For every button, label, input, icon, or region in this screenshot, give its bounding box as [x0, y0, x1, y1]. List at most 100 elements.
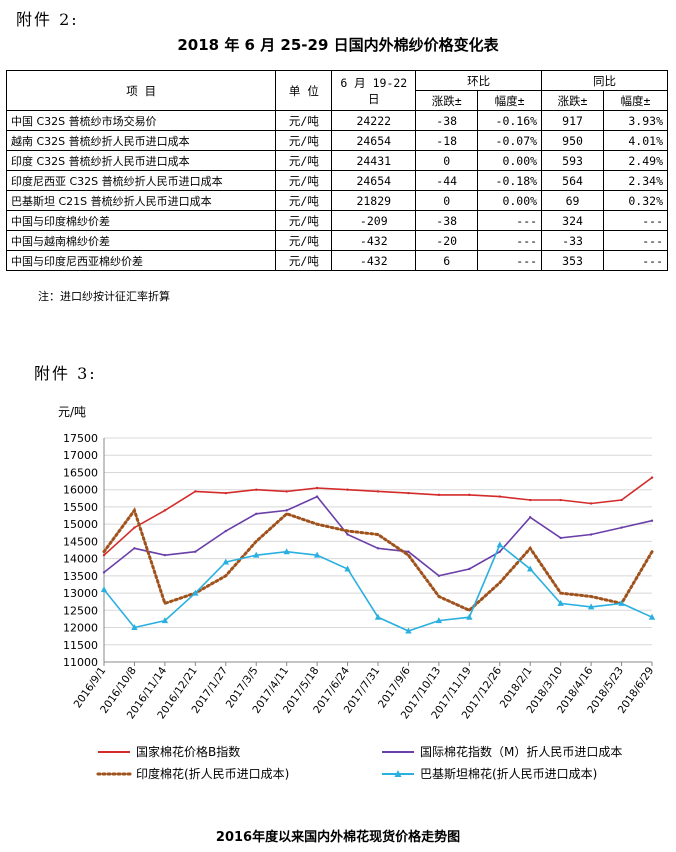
data-point [102, 553, 106, 557]
data-point [559, 536, 562, 540]
header-yoy-change: 涨跌± [541, 90, 604, 111]
data-point [102, 550, 106, 553]
data-point [102, 571, 106, 574]
cell-yoy-change: 564 [541, 170, 604, 191]
attachment-3-label: 附件 3: [34, 364, 97, 383]
data-point [133, 526, 136, 529]
y-tick-label: 16500 [63, 466, 98, 479]
legend-label: 印度棉花(折人民币进口成本) [136, 766, 289, 781]
cell-yoy-pct: 2.49% [602, 150, 669, 171]
cell-yoy-pct: 0.32% [602, 190, 669, 211]
cell-item: 巴基斯坦 C21S 普梳纱折人民币进口成本 [5, 190, 277, 211]
table-note: 注：进口纱按计征汇率折算 [38, 290, 170, 303]
cell-yoy-pct: --- [602, 210, 669, 231]
data-point [587, 603, 595, 610]
y-tick-label: 15000 [63, 518, 98, 531]
data-point [407, 550, 410, 553]
table-row: 印度尼西亚 C32S 普梳纱折人民币进口成本 元/吨 24654 -44 -0.18% 5… [5, 170, 669, 191]
cell-mom-pct: -0.18% [477, 170, 543, 191]
cell-item: 中国与印度棉纱价差 [5, 210, 277, 231]
cell-mom-pct: --- [477, 230, 543, 251]
data-point [374, 613, 382, 620]
cell-price: -432 [331, 250, 417, 271]
data-point [498, 550, 501, 553]
cell-price: -209 [331, 210, 417, 231]
cell-yoy-pct: 3.93% [602, 110, 669, 131]
series-line-1 [103, 495, 653, 577]
cell-unit: 元/吨 [275, 210, 333, 231]
legend-label: 国际棉花指数（M）折人民币进口成本 [420, 744, 622, 759]
data-point [589, 533, 593, 536]
cell-yoy-change: -33 [541, 230, 604, 251]
data-point [496, 541, 503, 548]
data-point [650, 476, 654, 479]
data-point [437, 595, 441, 598]
data-point [407, 491, 410, 495]
header-period: 6 月 19-22 日 [331, 70, 417, 111]
cell-mom-pct: --- [477, 210, 543, 231]
cell-mom-pct: 0.00% [477, 150, 543, 171]
header-mom-change: 涨跌± [415, 90, 479, 111]
cell-mom-pct: -0.16% [477, 110, 543, 131]
y-tick-label: 13500 [63, 570, 98, 583]
cell-unit: 元/吨 [275, 230, 333, 251]
data-point [285, 509, 288, 512]
y-axis-label: 元/吨 [58, 405, 86, 419]
cell-yoy-pct: --- [602, 250, 669, 271]
data-point [376, 490, 380, 493]
table-title: 2018 年 6 月 25-29 日国内外棉纱价格变化表 [177, 36, 499, 54]
data-point [346, 533, 349, 536]
cell-mom-change: -38 [415, 110, 479, 131]
data-point [405, 627, 412, 634]
data-point [224, 491, 227, 495]
table-row: 中国与印度棉纱价差 元/吨 -209 -38 --- 324 --- [5, 210, 669, 231]
header-mom-pct: 幅度± [477, 90, 543, 111]
data-point [589, 595, 593, 598]
cell-mom-change: -44 [415, 170, 479, 191]
cell-unit: 元/吨 [275, 110, 333, 131]
table-row: 印度 C32S 普梳纱折人民币进口成本 元/吨 24431 0 0.00% 593 2.49… [5, 150, 669, 171]
data-point [224, 529, 227, 533]
y-tick-label: 11500 [63, 639, 98, 652]
data-point [315, 522, 319, 526]
attachment-2-label: 附件 2: [16, 10, 79, 29]
y-tick-label: 14500 [63, 535, 98, 548]
table-row: 中国与印度尼西亚棉纱价差 元/吨 -432 6 --- 353 --- [5, 250, 669, 271]
data-point [161, 617, 169, 624]
cell-price: 21829 [331, 190, 417, 211]
cell-price: 24222 [331, 110, 417, 131]
data-point [255, 512, 258, 516]
cell-yoy-pct: 2.34% [602, 170, 669, 191]
data-point [346, 529, 349, 533]
price-change-table: 项 目 单 位 6 月 19-22 日 环比 同比 涨跌± 幅度± 涨跌± 幅度… [5, 70, 669, 271]
cell-yoy-pct: 4.01% [602, 130, 669, 151]
data-point [650, 519, 654, 522]
data-point [468, 493, 471, 497]
series-line-2 [102, 507, 654, 613]
cell-mom-change: 6 [415, 250, 479, 271]
cell-item: 印度 C32S 普梳纱折人民币进口成本 [5, 150, 277, 171]
data-point [437, 574, 441, 578]
data-point [346, 488, 349, 491]
data-point [222, 558, 229, 565]
legend-label: 巴基斯坦棉花(折人民币进口成本) [420, 766, 597, 781]
table-row: 越南 C32S 普梳纱折人民币进口成本 元/吨 24654 -18 -0.07% 950 4… [5, 130, 669, 151]
data-point [131, 624, 138, 631]
data-point [407, 553, 410, 557]
data-point [224, 574, 227, 578]
data-point [618, 599, 625, 606]
data-point [559, 498, 562, 502]
y-tick-label: 15500 [63, 501, 98, 514]
cell-unit: 元/吨 [275, 170, 333, 191]
data-point [100, 586, 108, 593]
data-point [253, 551, 260, 558]
data-point [194, 550, 197, 553]
data-point [315, 495, 319, 498]
data-point [315, 486, 319, 490]
data-point [163, 509, 167, 512]
table-row: 中国与越南棉纱价差 元/吨 -432 -20 --- -33 --- [5, 230, 669, 251]
data-point [133, 509, 136, 512]
data-point [192, 589, 199, 596]
cell-unit: 元/吨 [275, 150, 333, 171]
cell-unit: 元/吨 [275, 250, 333, 271]
